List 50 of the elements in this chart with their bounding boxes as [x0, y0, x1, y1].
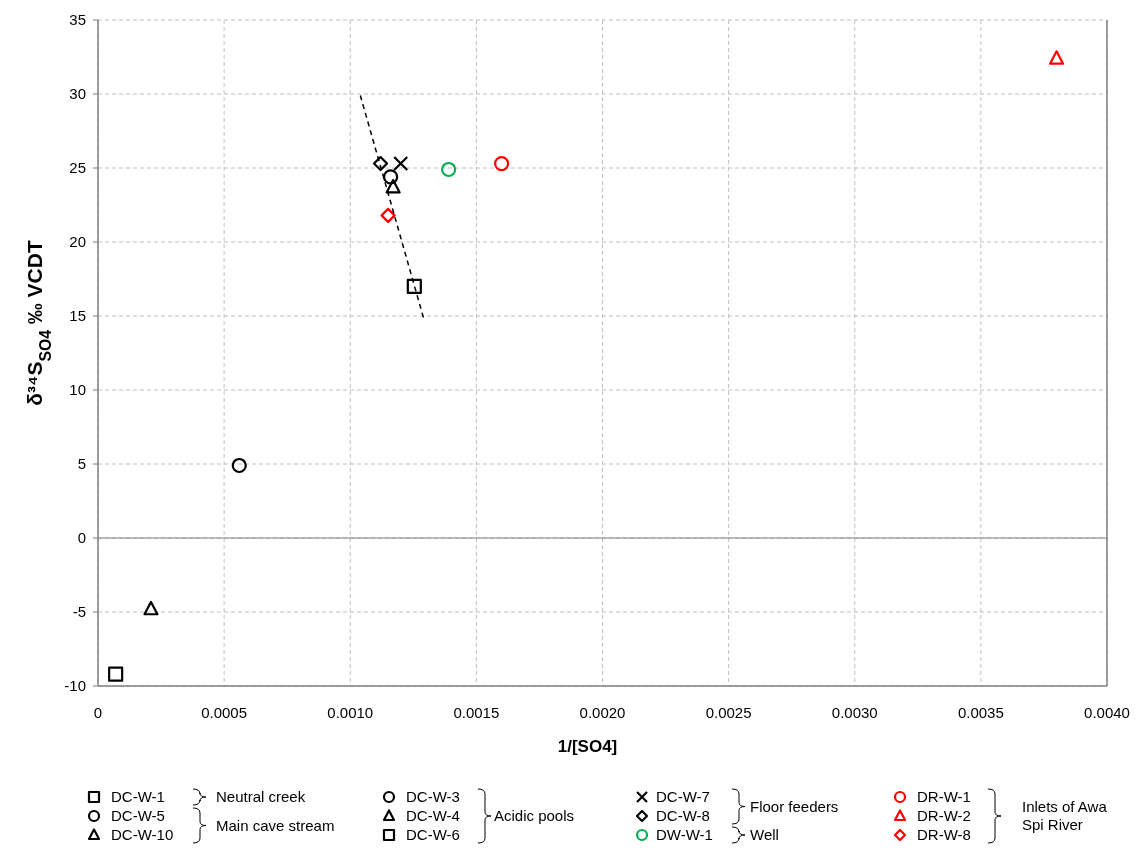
- point: [1048, 50, 1065, 65]
- point: [385, 178, 401, 194]
- text: Acidic pools: [494, 807, 575, 825]
- x-tick-label: 0.0010: [327, 704, 374, 721]
- x-tick-label: 0.0030: [831, 704, 878, 721]
- legend-label: DW-W-1: [656, 826, 713, 844]
- point: [380, 207, 396, 223]
- x-tick-label: 0.0040: [1084, 704, 1130, 721]
- y-tick-label: -10: [64, 677, 86, 695]
- x-tick-label: 0: [93, 704, 103, 721]
- point: [393, 155, 409, 172]
- x-tick-label: 0.0020: [579, 704, 626, 721]
- legend-label: DC-W-1: [111, 788, 165, 806]
- text: Neutral creek: [216, 788, 306, 806]
- y-tick-label: 30: [69, 85, 86, 103]
- text: Inlets of Awa Spi River: [1022, 798, 1108, 834]
- x-tick-label: 0.0015: [453, 704, 500, 721]
- text: Main cave stream: [216, 816, 335, 834]
- point: [383, 169, 399, 185]
- y-tick-label: 10: [69, 381, 86, 399]
- text: Well: [750, 826, 779, 844]
- legend-label: DC-W-3: [406, 788, 460, 806]
- y-tick-label: 25: [69, 159, 86, 177]
- point: [372, 155, 389, 172]
- legend-label: DC-W-8: [656, 807, 710, 825]
- point: [441, 161, 457, 178]
- y-tick-label: 20: [69, 233, 86, 251]
- legend-label: DC-W-4: [406, 807, 460, 825]
- point: [494, 155, 510, 172]
- y-tick-label: 0: [77, 529, 86, 547]
- text: Floor feeders: [750, 797, 839, 815]
- legend-label: DC-W-6: [406, 826, 460, 844]
- point: [406, 278, 422, 294]
- y-tick-label: 35: [69, 11, 86, 29]
- x-axis-title: 1/[SO4]: [557, 737, 618, 756]
- legend-label: DC-W-5: [111, 807, 165, 825]
- x-tick-label: 0.0005: [201, 704, 248, 721]
- x-tick-label: 0.0035: [957, 704, 1004, 721]
- x-tick-label: 0.0025: [705, 704, 752, 721]
- legend-label: DR-W-1: [917, 788, 971, 806]
- point: [143, 600, 159, 616]
- legend-label: DC-W-10: [111, 826, 174, 844]
- y-tick-label: -5: [72, 603, 86, 621]
- y-tick-label: 15: [69, 307, 86, 325]
- legend-label: DR-W-2: [917, 807, 971, 825]
- legend-label: DC-W-7: [656, 788, 710, 806]
- point: [108, 666, 124, 682]
- point: [231, 457, 247, 474]
- y-tick-label: 5: [77, 455, 86, 473]
- legend-label: DR-W-8: [917, 826, 971, 844]
